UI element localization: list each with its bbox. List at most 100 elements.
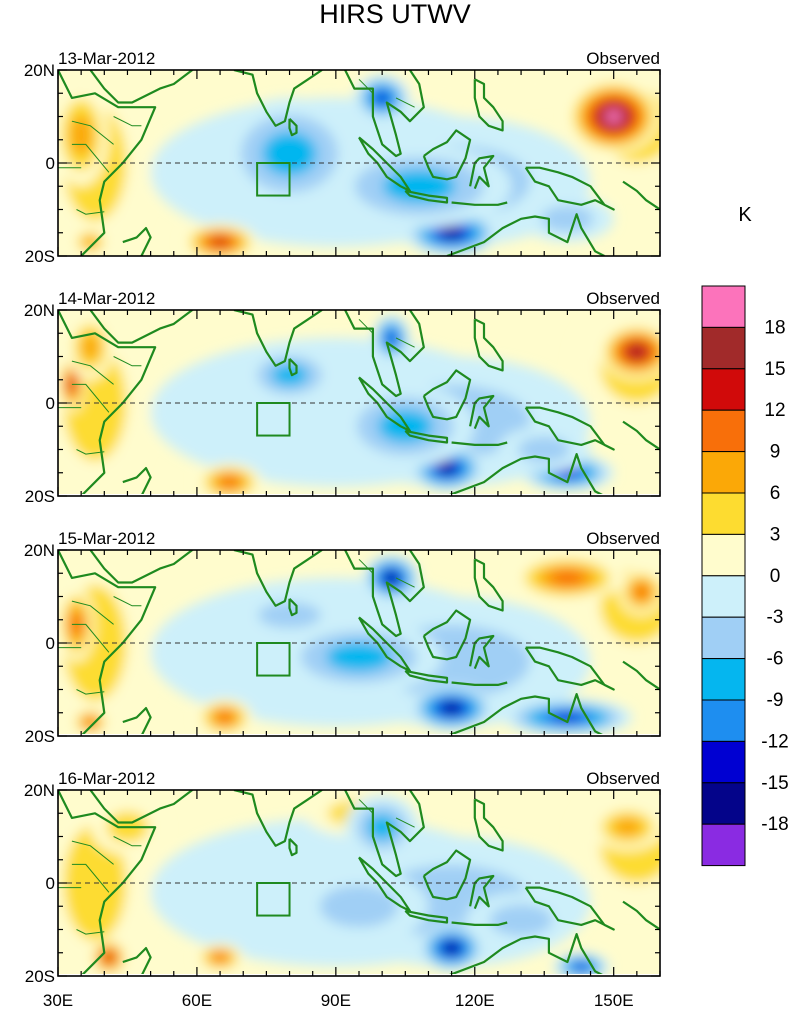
coastline — [122, 707, 152, 734]
colorbar-swatch — [701, 699, 746, 742]
colorbar-units-label: K — [738, 204, 752, 226]
coastline — [358, 856, 411, 912]
anomaly-contour — [629, 346, 645, 358]
colorbar-level-label: -9 — [767, 690, 784, 711]
coastline — [89, 70, 193, 104]
coastline — [122, 227, 152, 256]
coastline — [469, 874, 495, 910]
colorbar-swatch — [701, 533, 746, 577]
coastline — [449, 693, 603, 734]
anomaly-contour — [213, 953, 228, 962]
panel-label-observed: Observed — [586, 49, 660, 68]
country-border — [71, 840, 114, 865]
colorbar-swatch — [701, 492, 746, 535]
region-box — [256, 162, 291, 197]
country-border — [113, 356, 142, 367]
coastline — [451, 681, 508, 686]
panel-label-observed: Observed — [586, 289, 660, 308]
country-border — [395, 577, 415, 588]
coastline — [524, 886, 615, 931]
anomaly-contour — [444, 943, 459, 953]
anomaly-contour — [219, 476, 240, 488]
colorbar-level-label: -12 — [761, 731, 788, 752]
colorbar-level-label: 0 — [770, 566, 781, 587]
map-panel: 20N 0 20S 16-Mar-2012 Observed — [24, 769, 661, 986]
coastline — [89, 790, 193, 824]
country-border — [71, 863, 110, 893]
colorbar-swatch — [701, 409, 746, 453]
region-box — [256, 402, 291, 437]
anomaly-contour — [442, 227, 462, 238]
coastline — [58, 70, 157, 256]
country-border — [358, 798, 374, 814]
coastline — [451, 201, 508, 206]
x-tick-label: 150E — [594, 991, 634, 1010]
colorbar-level-label: -18 — [761, 814, 788, 835]
coastline — [344, 790, 425, 878]
x-axis: 30E 60E 90E 120E 150E — [43, 991, 634, 1010]
coastline — [622, 180, 660, 211]
y-tick-label: 0 — [46, 394, 55, 413]
coastline — [233, 550, 323, 607]
anomaly-contour — [210, 237, 230, 247]
anomaly-contour — [326, 642, 392, 672]
anomaly-contour — [258, 601, 321, 629]
coastline — [422, 129, 472, 181]
y-tick-label: 0 — [46, 154, 55, 173]
panel-date: 13-Mar-2012 — [58, 49, 155, 68]
coastline — [288, 358, 298, 377]
anomaly-contour — [550, 570, 585, 585]
coastline — [288, 598, 298, 617]
x-tick-label: 30E — [43, 991, 73, 1010]
colorbar-swatch — [701, 326, 746, 370]
coastline — [404, 429, 449, 444]
anomaly-contour — [605, 109, 622, 124]
coastline — [473, 318, 504, 372]
colorbar: 18 15 12 9 6 3 0 -3 -6 -9 -12 -15 -18 — [701, 285, 789, 867]
country-border — [113, 596, 142, 607]
country-border — [71, 120, 114, 145]
country-border — [71, 383, 110, 413]
coastline — [358, 136, 411, 192]
figure-title: HIRS UTWV — [319, 0, 471, 29]
colorbar-level-label: 3 — [770, 524, 781, 545]
country-border — [395, 97, 415, 108]
country-border — [76, 689, 105, 695]
coastline — [404, 669, 449, 684]
coastline — [469, 154, 495, 190]
coastline — [473, 558, 504, 612]
map-panel: 20N 0 20S 13-Mar-2012 Observed — [24, 49, 661, 266]
anomaly-contour — [634, 584, 649, 599]
x-tick-label: 120E — [455, 991, 495, 1010]
coastline — [404, 189, 449, 204]
coastline — [233, 70, 323, 127]
map-panel: 20N 0 20S 14-Mar-2012 Observed — [24, 289, 661, 506]
y-tick-label: 20S — [25, 247, 55, 266]
country-border — [71, 623, 110, 653]
y-tick-label: 20N — [24, 61, 55, 80]
coastline — [449, 453, 603, 494]
map-panel: 20N 0 20S 15-Mar-2012 Observed — [24, 529, 661, 746]
anomaly-contour — [443, 703, 461, 713]
country-border — [71, 600, 114, 625]
anomaly-contour — [70, 114, 93, 156]
panel-label-observed: Observed — [586, 769, 660, 788]
country-border — [358, 558, 374, 574]
anomaly-contour — [574, 963, 589, 971]
region-box — [256, 882, 291, 917]
map-panels: 20N 0 20S 13-Mar-2012 Observed 20N 0 20S 14-Mar-… — [24, 49, 661, 986]
colorbar-level-label: -15 — [761, 773, 788, 794]
coastline — [233, 310, 323, 367]
colorbar-level-label: 6 — [770, 483, 781, 504]
panel-label-observed: Observed — [586, 529, 660, 548]
colorbar-swatch — [701, 451, 746, 494]
country-border — [358, 78, 374, 94]
coastline — [58, 550, 157, 734]
region-box — [256, 642, 291, 677]
country-border — [113, 116, 142, 127]
coastline — [469, 634, 495, 670]
coastline — [344, 550, 425, 638]
colorbar-level-label: -6 — [767, 649, 784, 670]
x-tick-label: 90E — [321, 991, 351, 1010]
y-tick-label: 20N — [24, 541, 55, 560]
